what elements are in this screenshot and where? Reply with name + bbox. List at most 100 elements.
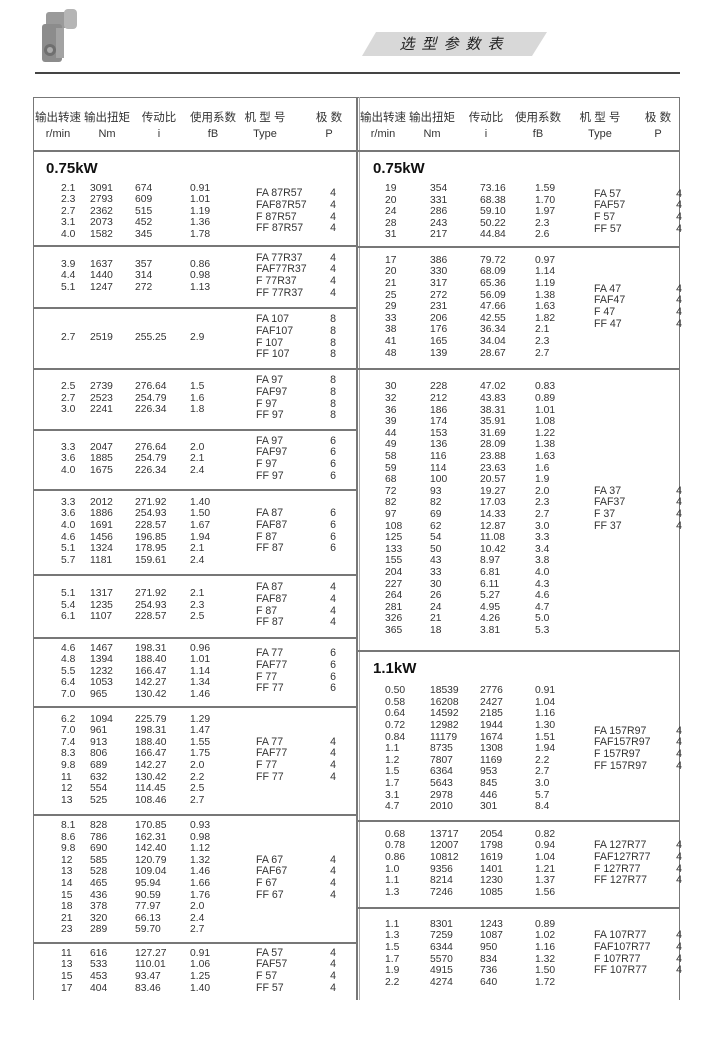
ratio-cell: 188.40: [135, 654, 167, 666]
speed-cell: 8.6: [61, 831, 76, 843]
service-factor-cell: 1.59: [535, 183, 556, 195]
service-factor-cell: 1.9: [535, 474, 550, 486]
speed-cell: 4.6: [61, 531, 76, 543]
pole-count: 4: [676, 759, 682, 772]
torque-cell: 317: [430, 278, 448, 290]
torque-cell: 174: [430, 416, 448, 428]
torque-cell: 12982: [430, 720, 459, 732]
table-row: 17 404 83.46 1.40: [61, 983, 235, 995]
pole-count: 4: [676, 862, 682, 875]
group-body: 1.1 8301 1243 0.89 1.3 7259 1087 1.02 1.5 6344 950…: [360, 907, 682, 1000]
type-row: FAF87R57 4: [256, 198, 336, 212]
pole-count: 4: [330, 581, 336, 594]
torque-cell: 528: [90, 866, 108, 878]
type-row: F 87 4: [256, 605, 336, 618]
ratio-cell: 162.31: [135, 831, 167, 843]
type-row: F 127R77 4: [594, 862, 682, 876]
service-factor-cell: 2.3: [535, 335, 550, 347]
speed-cell: 1.5: [385, 941, 400, 953]
type-list: FA 87R57 4 FAF87R57 4 F 87R57 4 FF 87R57 4: [256, 188, 336, 234]
table-row: 6.4 1053 142.27 1.34: [61, 677, 235, 689]
table-row: 0.58 16208 2427 1.04: [385, 697, 580, 709]
pole-count: 4: [676, 496, 682, 509]
group-body: 0.68 13717 2054 0.82 0.78 12007 1798 0.94 0.86 10…: [360, 820, 682, 907]
service-factor-cell: 1.75: [190, 748, 211, 760]
type-row: F 37 4: [594, 508, 682, 521]
service-factor-cell: 1.63: [535, 301, 556, 313]
service-factor-cell: 2.4: [190, 912, 205, 924]
type-row: FA 47 4: [594, 283, 682, 296]
column-header-unit: i: [157, 128, 161, 140]
column-header-unit: fB: [207, 128, 219, 140]
torque-cell: 16208: [430, 696, 459, 708]
group-divider: [33, 814, 357, 816]
type-row: FAF57 4: [256, 959, 336, 971]
service-factor-cell: 3.4: [535, 543, 550, 555]
service-factor-cell: 1.47: [190, 725, 211, 737]
type-row: FF 77 6: [256, 682, 336, 695]
type-row: F 77R37 4: [256, 275, 336, 288]
table-row: 3.6 1885 254.79 2.1: [61, 453, 235, 465]
type-model: F 107: [256, 336, 284, 349]
group-body: 3.9 1637 357 0.86 4.4 1440 314 0.98 5.1 1247 272 1.…: [33, 245, 356, 307]
type-row: FA 127R77 4: [594, 840, 682, 852]
ratio-cell: 188.40: [135, 736, 167, 748]
type-row: FA 87 4: [256, 582, 336, 594]
pole-count: 4: [330, 198, 336, 211]
table-row: 0.84 11179 1674 1.51: [385, 732, 580, 744]
speed-cell: 3.1: [61, 217, 76, 229]
spec-group: 0.75kW 2.1 3091 674 0.91 2.3 2793 609 1.01 2.7 236…: [33, 150, 356, 245]
pole-count: 4: [676, 748, 682, 760]
type-row: FAF47 4: [594, 295, 682, 307]
speed-cell: 2.1: [61, 182, 76, 194]
table-row: 31 217 44.84 2.6: [385, 229, 580, 241]
speed-cell: 6.1: [61, 611, 76, 623]
ratio-cell: 198.31: [135, 725, 167, 737]
pole-count: 4: [676, 211, 682, 223]
type-row: F 97 6: [256, 458, 336, 471]
table-row: 1.1 8214 1230 1.37: [385, 875, 580, 887]
speed-cell: 1.9: [385, 965, 400, 977]
service-factor-cell: 1.40: [190, 982, 211, 994]
type-row: FA 107R77 4: [594, 930, 682, 942]
ratio-cell: 178.95: [135, 543, 167, 555]
torque-cell: 354: [430, 183, 448, 195]
torque-cell: 3091: [90, 182, 113, 194]
column-header-label: 传动比: [468, 112, 504, 124]
speed-cell: 32: [385, 393, 397, 405]
table-row: 68 100 20.57 1.9: [385, 474, 580, 486]
speed-cell: 281: [385, 601, 403, 613]
column-header-label: 输出转速: [35, 112, 81, 124]
group-divider: [33, 637, 357, 639]
torque-cell: 82: [430, 497, 442, 509]
service-factor-cell: 4.6: [535, 590, 550, 602]
table-row: 11 616 127.27 0.91: [61, 948, 235, 960]
torque-cell: 632: [90, 771, 108, 783]
type-model: F 47: [594, 306, 616, 318]
table-row: 3.1 2978 446 5.7: [385, 790, 580, 802]
ratio-cell: 736: [480, 965, 498, 977]
torque-cell: 11179: [430, 731, 458, 743]
type-row: FF 127R77 4: [594, 874, 682, 887]
data-rows: 4.6 1467 198.31 0.96 4.8 1394 188.40 1.01 5.5 123…: [61, 643, 235, 701]
speed-cell: 108: [385, 520, 403, 532]
ratio-cell: 254.79: [135, 392, 167, 404]
ratio-cell: 1944: [480, 720, 503, 732]
speed-cell: 12: [61, 854, 73, 866]
type-row: FF 87 6: [256, 542, 336, 555]
table-row: 4.6 1456 196.85 1.94: [61, 532, 235, 544]
table-row: 0.72 12982 1944 1.30: [385, 720, 580, 732]
speed-cell: 33: [385, 312, 397, 324]
pole-count: 6: [330, 670, 336, 683]
pole-count: 4: [330, 187, 336, 200]
table-row: 8.1 828 170.85 0.93: [61, 820, 235, 832]
type-row: FA 57 4: [256, 947, 336, 960]
ratio-cell: 2054: [480, 828, 503, 840]
service-factor-cell: 0.89: [535, 393, 556, 405]
pole-count: 4: [330, 222, 336, 235]
column-header-label: 传动比: [141, 112, 177, 124]
speed-cell: 15: [61, 971, 73, 982]
table-row: 13 525 108.46 2.7: [61, 795, 235, 807]
type-model: FA 57: [594, 187, 622, 200]
pole-count: 8: [330, 397, 336, 410]
